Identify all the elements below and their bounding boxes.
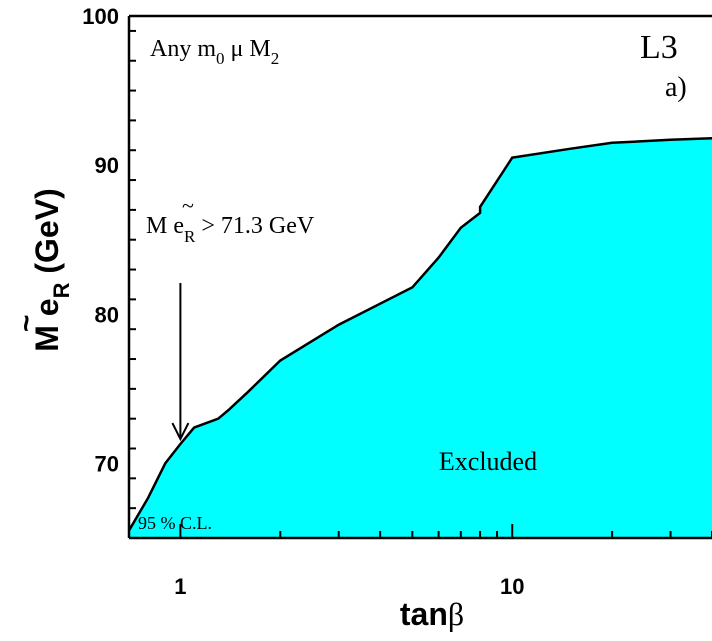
- x-tick-label: 10: [500, 574, 524, 599]
- x-axis-label: tanβ: [400, 596, 464, 632]
- excluded-region-label: Excluded: [439, 447, 537, 476]
- exclusion-limit-line: [129, 137, 712, 532]
- y-axis-label: M eR (GeV) ~: [10, 188, 74, 351]
- any-parameters-annotation: Any m0 μ M2: [150, 36, 279, 68]
- svg-text:~: ~: [182, 193, 194, 218]
- svg-text:M eR (GeV): M eR (GeV): [29, 188, 74, 351]
- y-tick-label: 90: [95, 153, 119, 178]
- y-tick-label: 80: [95, 302, 119, 327]
- excluded-region-area: [129, 138, 712, 538]
- y-tick-label: 100: [82, 4, 119, 29]
- y-tick-label: 70: [95, 451, 119, 476]
- experiment-label: L3: [640, 29, 678, 66]
- mass-limit-annotation: M eR > 71.3 GeV ~: [146, 193, 315, 246]
- mass-limit-arrow: [171, 283, 190, 442]
- panel-label: a): [665, 72, 687, 103]
- x-tick-label: 1: [174, 574, 186, 599]
- svg-text:~: ~: [10, 314, 43, 332]
- confidence-level-label: 95 % C.L.: [138, 513, 212, 533]
- svg-text:M eR > 71.3 GeV: M eR > 71.3 GeV: [146, 213, 315, 246]
